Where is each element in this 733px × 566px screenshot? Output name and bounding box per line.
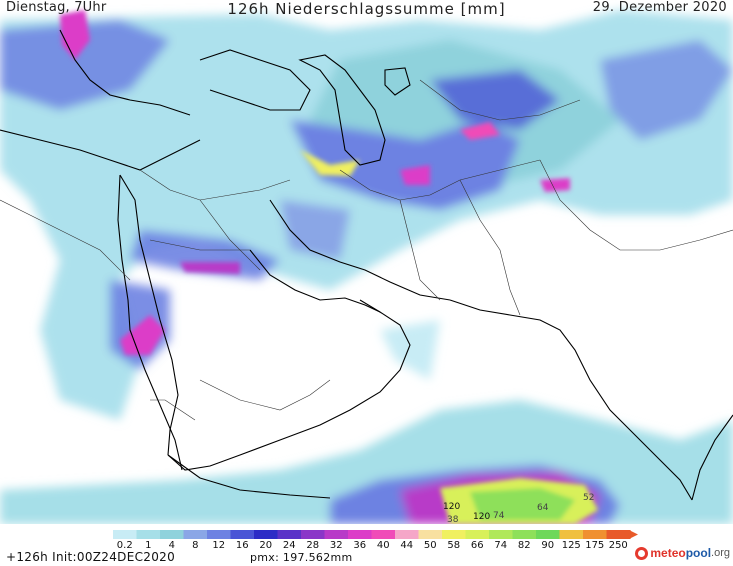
- logo-text-pool: pool: [685, 546, 712, 560]
- color-scale-label: 0.2: [116, 540, 133, 551]
- max-precip-label: pmx: 197.562mm: [250, 551, 353, 564]
- color-scale-labels: 0.2 1 4 8 12 16 20 24 28 32 36 40 44 50 58 66 74 82 90 125 1…: [0, 540, 733, 552]
- color-scale-label: 125: [561, 540, 581, 551]
- borders: [0, 79, 733, 421]
- color-scale-segment: [160, 530, 185, 539]
- color-scale-segment: [442, 530, 467, 539]
- color-scale-arrow: [629, 530, 638, 539]
- color-scale-segment: [324, 530, 349, 539]
- color-scale-segment: [583, 530, 608, 539]
- precipitation-cores: [60, 10, 598, 524]
- color-scale-label: 175: [585, 540, 605, 551]
- color-scale-segment: [207, 530, 232, 539]
- color-scale-label: 82: [517, 540, 531, 551]
- color-scale-label: 90: [541, 540, 555, 551]
- color-scale-label: 44: [400, 540, 414, 551]
- map-title: 126h Niederschlagssumme [mm]: [227, 0, 506, 18]
- color-scale-label: 32: [329, 540, 343, 551]
- color-scale-label: 66: [470, 540, 484, 551]
- color-scale-label: 74: [494, 540, 508, 551]
- color-scale-label: 12: [212, 540, 226, 551]
- precipitation-map: 120 120 74 64 52 38: [0, 10, 733, 525]
- color-scale-bar: [113, 530, 638, 539]
- color-scale-label: 4: [168, 540, 175, 551]
- color-scale-label: 24: [282, 540, 296, 551]
- color-scale-segment: [230, 530, 255, 539]
- precipitation-field: [0, 10, 733, 524]
- color-scale-segment: [136, 530, 161, 539]
- color-scale-segment: [489, 530, 514, 539]
- forecast-day-label: Dienstag, 7Uhr: [6, 0, 107, 15]
- color-scale-label: 20: [259, 540, 273, 551]
- color-scale-label: 250: [608, 540, 628, 551]
- logo-icon: [635, 546, 649, 560]
- map-value-label: 120: [443, 502, 461, 512]
- logo-text-org: .org: [711, 547, 730, 559]
- color-scale-segment: [183, 530, 208, 539]
- color-scale-label: 28: [306, 540, 320, 551]
- color-scale-segment: [418, 530, 443, 539]
- forecast-date-label: 29. Dezember 2020: [592, 0, 727, 15]
- color-scale-label: 1: [145, 540, 152, 551]
- color-scale-segment: [395, 530, 420, 539]
- map-value-label: 74: [493, 511, 505, 521]
- color-scale-segment: [113, 530, 138, 539]
- color-scale-segment: [254, 530, 279, 539]
- map-value-label: 52: [583, 493, 595, 503]
- color-scale-label: 40: [376, 540, 390, 551]
- map-value-label: 120: [473, 512, 491, 522]
- color-scale-segment: [536, 530, 561, 539]
- color-scale-segment: [348, 530, 373, 539]
- color-scale-segment: [301, 530, 326, 539]
- color-scale-segment: [606, 530, 631, 539]
- color-scale-segment: [512, 530, 537, 539]
- coastlines: [0, 29, 733, 501]
- color-scale-label: 36: [353, 540, 367, 551]
- map-value-label: 38: [447, 515, 459, 525]
- color-scale-segment: [277, 530, 302, 539]
- color-scale-label: 58: [447, 540, 461, 551]
- color-scale-label: 50: [423, 540, 437, 551]
- logo-text-meteo: meteo: [650, 546, 686, 560]
- color-scale-label: 8: [192, 540, 199, 551]
- color-scale-label: 16: [235, 540, 249, 551]
- color-scale-segment: [371, 530, 396, 539]
- meteopool-logo[interactable]: meteo pool .org: [635, 546, 730, 560]
- color-scale-segment: [559, 530, 584, 539]
- map-value-label: 64: [537, 503, 549, 513]
- init-time-label: +126h Init:00Z24DEC2020: [6, 550, 176, 564]
- color-scale-segment: [465, 530, 490, 539]
